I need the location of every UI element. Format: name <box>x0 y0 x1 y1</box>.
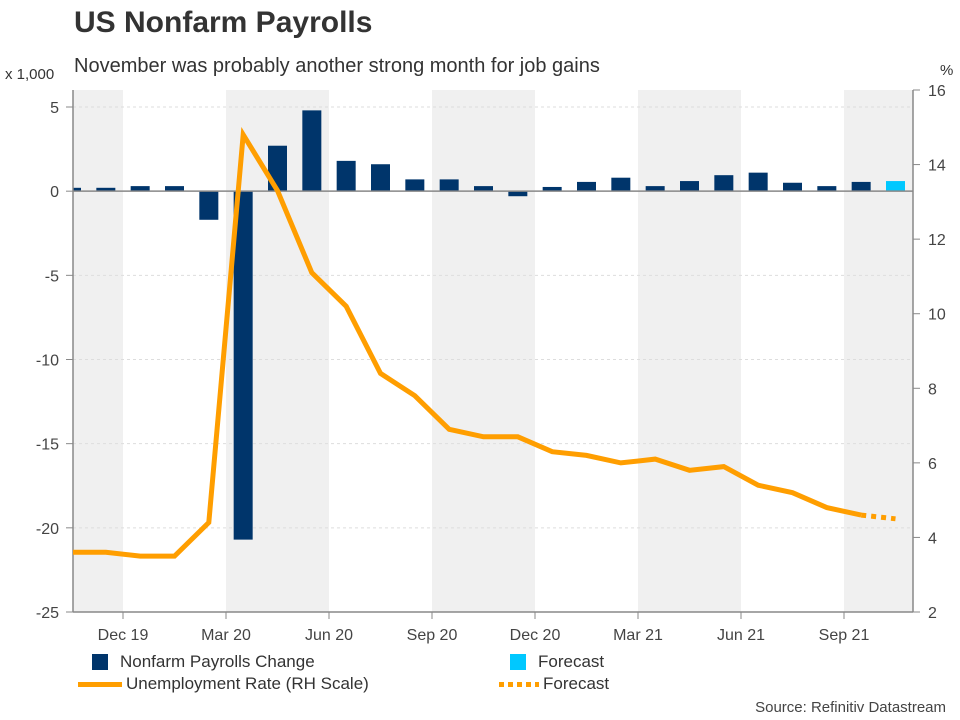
right-tick-label: 2 <box>928 605 937 622</box>
payroll-bar <box>96 187 116 192</box>
quarter-shading <box>73 90 913 612</box>
payroll-bar <box>439 179 459 192</box>
payroll-bar <box>199 191 219 220</box>
legend-label: Forecast <box>543 674 610 693</box>
left-tick-label: 5 <box>50 100 59 117</box>
legend-item-forecast-line: Forecast <box>499 674 609 694</box>
right-tick-label: 4 <box>928 530 937 547</box>
legend-swatch-payrolls <box>92 654 108 670</box>
left-tick-label: -20 <box>36 521 59 538</box>
legend-swatch-unemployment <box>78 681 122 687</box>
payroll-bar <box>783 182 802 192</box>
left-axis-ticks: 5 0 -5 -10 -15 -20 -25 <box>36 100 73 622</box>
right-tick-label: 10 <box>928 307 946 324</box>
payroll-bar <box>748 172 768 192</box>
payroll-bar <box>851 181 871 192</box>
legend-item-forecast-bar: Forecast <box>492 652 604 672</box>
payroll-bar <box>371 164 390 192</box>
payroll-bar <box>165 186 184 192</box>
quarter-shade <box>638 90 741 612</box>
quarter-shade <box>844 90 913 612</box>
line-group <box>73 126 896 559</box>
x-axis-ticks: Dec 19 Mar 20 Jun 20 Sep 20 Dec 20 Mar 21 Jun … <box>98 612 870 644</box>
quarter-shade <box>432 90 535 612</box>
x-tick-label: Mar 21 <box>613 627 663 644</box>
payroll-bar <box>336 160 356 192</box>
right-tick-label: 12 <box>928 232 946 249</box>
left-tick-label: -5 <box>45 268 59 285</box>
payroll-bar <box>714 175 734 192</box>
payroll-bar <box>508 191 528 197</box>
x-tick-label: Jun 21 <box>717 627 765 644</box>
payroll-bar <box>611 177 631 192</box>
x-tick-label: Jun 20 <box>305 627 353 644</box>
quarter-shade <box>73 90 123 612</box>
forecast-bar <box>886 181 905 192</box>
payroll-bar <box>233 191 253 540</box>
source-note: Source: Refinitiv Datastream <box>755 699 946 716</box>
legend-item-payrolls: Nonfarm Payrolls Change <box>74 652 315 672</box>
left-tick-label: 0 <box>50 184 59 201</box>
x-tick-label: Sep 20 <box>407 627 458 644</box>
right-axis-ticks: 16 14 12 10 8 6 4 2 <box>913 83 946 622</box>
right-tick-label: 6 <box>928 456 937 473</box>
payroll-bar <box>645 186 665 192</box>
payroll-bar <box>474 186 493 192</box>
chart-subtitle: November was probably another strong mon… <box>74 55 600 77</box>
x-tick-label: Dec 19 <box>98 627 149 644</box>
payroll-bar <box>73 187 81 192</box>
right-axis-label: % <box>940 62 954 79</box>
payroll-bar <box>405 179 425 192</box>
payroll-bar <box>817 186 837 192</box>
payroll-bar <box>542 186 562 192</box>
x-tick-label: Dec 20 <box>510 627 561 644</box>
left-tick-label: -15 <box>36 437 59 454</box>
x-tick-label: Sep 21 <box>819 627 870 644</box>
left-tick-label: -25 <box>36 605 59 622</box>
legend-label: Forecast <box>538 652 605 671</box>
left-axis-label: x 1,000 <box>5 66 55 83</box>
x-tick-label: Mar 20 <box>201 627 251 644</box>
bars-group <box>73 110 905 540</box>
payroll-bar <box>130 186 150 192</box>
right-tick-label: 14 <box>928 158 946 175</box>
payroll-bar <box>302 110 322 192</box>
right-tick-label: 16 <box>928 83 946 100</box>
legend-swatch-forecast-bar <box>510 654 526 670</box>
gridlines <box>73 106 913 529</box>
unemployment-line <box>73 126 862 559</box>
right-tick-label: 8 <box>928 381 937 398</box>
left-tick-label: -10 <box>36 353 59 370</box>
payroll-bar <box>577 181 596 192</box>
legend-item-unemployment: Unemployment Rate (RH Scale) <box>78 674 369 694</box>
legend-label: Nonfarm Payrolls Change <box>120 652 315 671</box>
axes <box>72 90 914 613</box>
legend-swatch-forecast-line <box>499 681 539 687</box>
legend-label: Unemployment Rate (RH Scale) <box>126 674 369 693</box>
chart-title: US Nonfarm Payrolls <box>74 6 373 39</box>
payroll-bar <box>680 181 699 192</box>
